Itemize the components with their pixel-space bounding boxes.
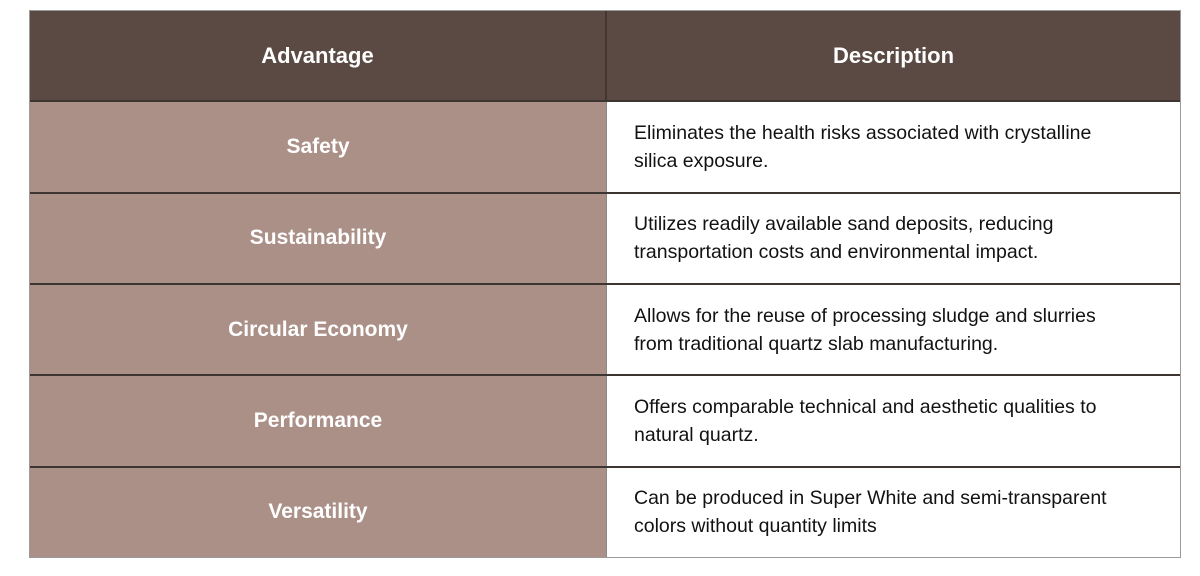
table-header-row: Advantage Description <box>30 11 1180 101</box>
description-cell: Offers comparable technical and aestheti… <box>607 376 1180 466</box>
advantage-cell: Safety <box>30 102 607 192</box>
table-row: Circular Economy Allows for the reuse of… <box>30 282 1180 375</box>
advantages-table: Advantage Description Safety Eliminates … <box>29 10 1181 558</box>
description-cell: Utilizes readily available sand deposits… <box>607 193 1180 283</box>
table-row: Safety Eliminates the health risks assoc… <box>30 100 1180 192</box>
description-cell: Allows for the reuse of processing sludg… <box>607 284 1180 375</box>
advantage-cell: Circular Economy <box>30 284 607 375</box>
advantage-cell: Versatility <box>30 467 607 557</box>
table-row: Sustainability Utilizes readily availabl… <box>30 191 1180 283</box>
header-cell-description: Description <box>832 42 955 68</box>
description-cell: Eliminates the health risks associated w… <box>607 102 1180 192</box>
table-row: Versatility Can be produced in Super Whi… <box>30 465 1180 557</box>
advantage-cell: Performance <box>30 376 607 466</box>
description-cell: Can be produced in Super White and semi-… <box>607 467 1180 557</box>
header-cell-advantage: Advantage <box>30 11 607 101</box>
advantage-cell: Sustainability <box>30 193 607 283</box>
table-row: Performance Offers comparable technical … <box>30 374 1180 466</box>
